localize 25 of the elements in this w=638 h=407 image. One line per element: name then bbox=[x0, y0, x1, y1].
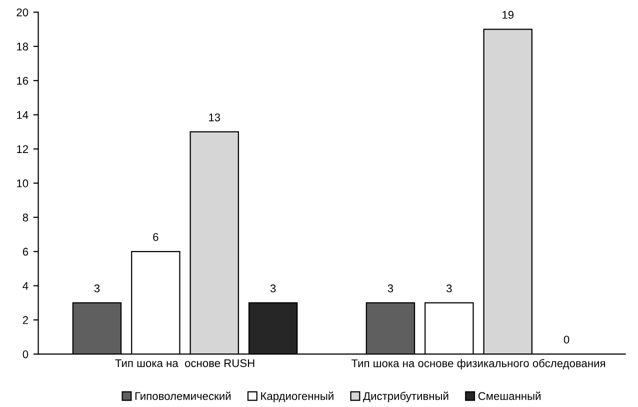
y-tick-label: 4 bbox=[22, 282, 28, 290]
y-tick-label: 10 bbox=[17, 179, 28, 188]
legend-label: Дистрибутивный bbox=[363, 392, 448, 402]
y-tick-label: 8 bbox=[22, 214, 28, 222]
y-tick-label: 18 bbox=[17, 42, 28, 51]
data-label: 3 bbox=[446, 284, 452, 292]
legend-label: Гиповолемический bbox=[135, 392, 231, 400]
y-tick-label: 12 bbox=[17, 145, 28, 153]
data-label: 13 bbox=[209, 113, 220, 122]
data-label: 3 bbox=[270, 284, 276, 292]
y-tick-label: 20 bbox=[16, 8, 28, 16]
data-label: 3 bbox=[94, 284, 100, 292]
data-label: 19 bbox=[502, 10, 514, 19]
x-tick-label: Тип шока на основе физикального обследования bbox=[351, 358, 606, 370]
y-tick-label: 0 bbox=[22, 350, 28, 358]
legend-label: Смешанный bbox=[478, 392, 540, 400]
y-tick-label: 2 bbox=[22, 316, 28, 324]
data-label: 0 bbox=[564, 336, 570, 344]
y-tick-label: 14 bbox=[17, 111, 28, 119]
data-label: 3 bbox=[388, 284, 394, 292]
y-tick-label: 6 bbox=[22, 248, 28, 256]
x-tick-label: Тип шока на основе RUSH bbox=[115, 359, 254, 368]
legend-label: Кардиогенный bbox=[261, 392, 334, 402]
data-label: 6 bbox=[153, 233, 158, 241]
y-tick-label: 16 bbox=[17, 76, 28, 85]
